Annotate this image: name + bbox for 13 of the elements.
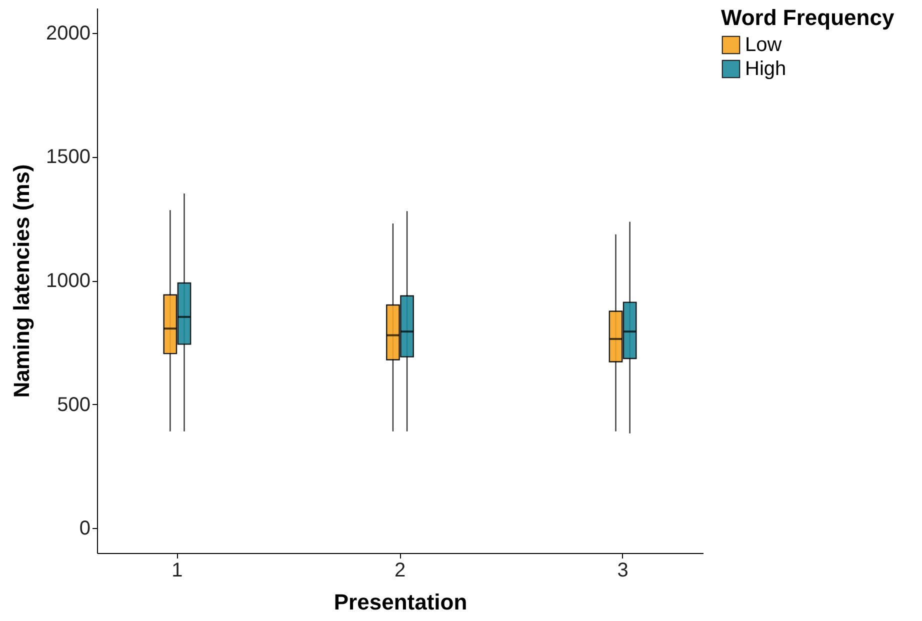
legend-label: Low — [745, 34, 782, 56]
y-tick-label: 2000 — [46, 22, 90, 44]
y-tick-label: 500 — [57, 394, 90, 416]
y-tick-label: 1000 — [46, 270, 90, 292]
x-tick-label: 1 — [172, 560, 183, 582]
y-tick-label: 0 — [79, 518, 90, 540]
x-axis-title: Presentation — [334, 590, 468, 614]
y-axis-title: Naming latencies (ms) — [9, 164, 34, 398]
legend-title: Word Frequency — [721, 5, 895, 30]
legend-label: High — [745, 58, 786, 80]
x-tick-label: 3 — [617, 560, 628, 582]
x-tick-label: 2 — [394, 560, 406, 582]
y-tick-label: 1500 — [46, 146, 90, 168]
